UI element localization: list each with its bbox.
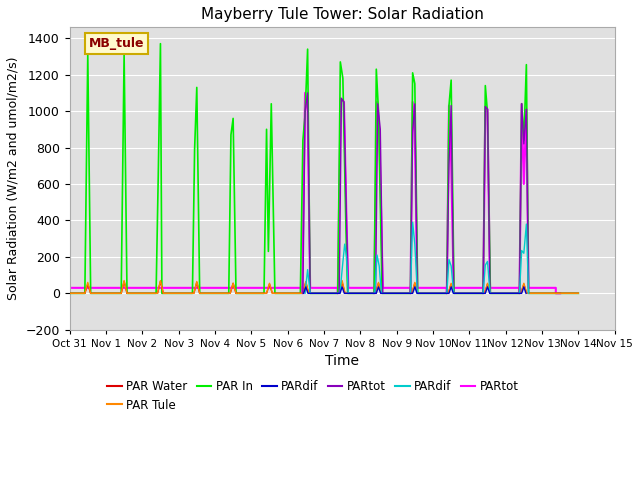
Legend: PAR Water, PAR Tule, PAR In, PARdif, PARtot, PARdif, PARtot: PAR Water, PAR Tule, PAR In, PARdif, PAR… [103, 375, 524, 416]
X-axis label: Time: Time [325, 354, 359, 368]
Title: Mayberry Tule Tower: Solar Radiation: Mayberry Tule Tower: Solar Radiation [201, 7, 484, 22]
Y-axis label: Solar Radiation (W/m2 and umol/m2/s): Solar Radiation (W/m2 and umol/m2/s) [7, 57, 20, 300]
Text: MB_tule: MB_tule [89, 37, 144, 50]
